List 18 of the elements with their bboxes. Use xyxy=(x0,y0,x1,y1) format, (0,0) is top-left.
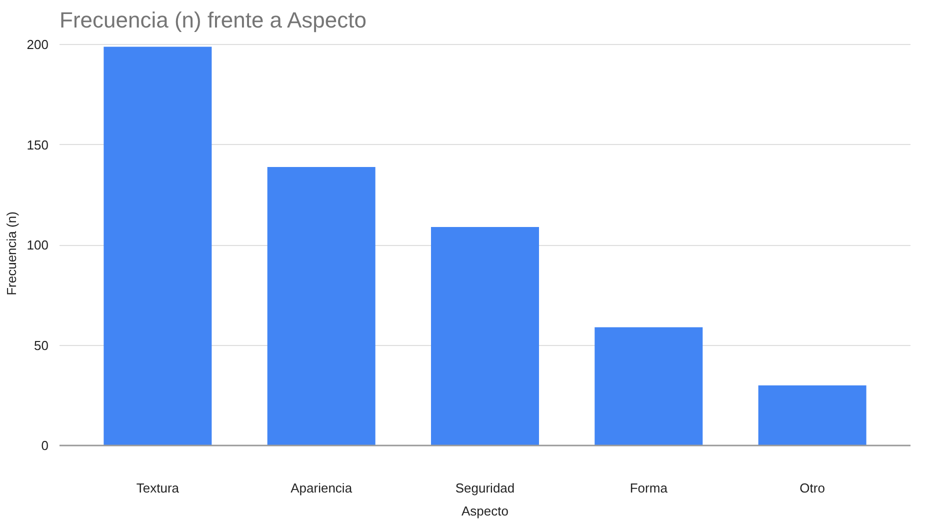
x-tick-label: Forma xyxy=(630,480,668,496)
x-tick-label: Otro xyxy=(800,480,825,496)
y-tick-label: 50 xyxy=(34,338,49,353)
y-tick-label: 100 xyxy=(26,238,49,253)
bar xyxy=(594,327,703,446)
bar xyxy=(430,227,540,446)
x-axis-title: Aspecto xyxy=(462,504,508,518)
x-tick-label: Apariencia xyxy=(290,480,353,496)
y-tick-label: 200 xyxy=(26,37,49,52)
bar xyxy=(104,46,212,446)
y-axis-title: Frecuencia (n) xyxy=(4,212,19,296)
bar xyxy=(267,166,376,446)
x-tick-label: Seguridad xyxy=(455,480,515,496)
chart-title: Frecuencia (n) frente a Aspecto xyxy=(60,8,366,32)
y-tick-label: 150 xyxy=(26,137,49,152)
bar xyxy=(758,385,866,446)
y-tick-label: 0 xyxy=(41,438,49,453)
x-tick-label: Textura xyxy=(136,480,180,496)
